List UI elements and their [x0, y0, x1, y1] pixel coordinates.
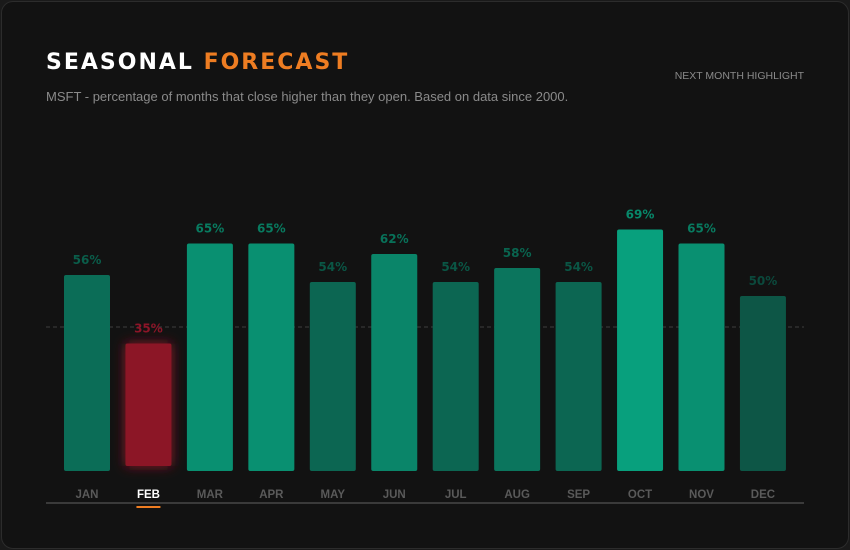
page-title: SEASONAL FORECAST [46, 50, 349, 75]
title-accent: FORECAST [203, 50, 350, 75]
bar-jun[interactable] [371, 254, 418, 471]
month-label-apr[interactable]: APR [259, 489, 284, 501]
subtitle: MSFT - percentage of months that close h… [46, 89, 569, 104]
bar-sep[interactable] [555, 282, 602, 471]
data-label: 54% [564, 260, 593, 274]
data-label: 65% [257, 222, 286, 236]
month-label-nov[interactable]: NOV [689, 489, 714, 501]
bar-nov[interactable] [678, 243, 725, 472]
data-label: 58% [503, 246, 532, 260]
data-label: 54% [318, 260, 347, 274]
data-label: 50% [749, 274, 778, 288]
bar-may[interactable] [309, 282, 356, 471]
title-main: SEASONAL [46, 50, 194, 75]
month-label-mar[interactable]: MAR [197, 489, 224, 501]
data-label: 62% [380, 232, 409, 246]
month-label-oct[interactable]: OCT [628, 489, 652, 501]
month-label-feb[interactable]: FEB [137, 489, 160, 501]
bar-oct[interactable] [617, 229, 664, 472]
month-label-jun[interactable]: JUN [383, 489, 406, 501]
month-label-dec[interactable]: DEC [751, 489, 775, 501]
data-label: 69% [626, 208, 655, 222]
bar-jul[interactable] [432, 282, 479, 471]
bar-apr[interactable] [248, 243, 295, 472]
next-month-highlight-label: NEXT MONTH HIGHLIGHT [674, 70, 804, 82]
month-label-aug[interactable]: AUG [504, 489, 530, 501]
data-label: 65% [196, 222, 225, 236]
month-label-jan[interactable]: JAN [75, 489, 98, 501]
data-label: 65% [687, 222, 716, 236]
data-label: 35% [134, 322, 163, 336]
month-label-jul[interactable]: JUL [445, 489, 467, 501]
bar-feb[interactable] [125, 343, 172, 467]
data-label: 54% [441, 260, 470, 274]
data-label: 56% [73, 253, 102, 267]
bar-aug[interactable] [494, 268, 541, 471]
month-label-may[interactable]: MAY [321, 489, 346, 501]
month-label-sep[interactable]: SEP [567, 489, 590, 501]
bar-mar[interactable] [186, 243, 233, 472]
bar-dec[interactable] [739, 296, 786, 471]
bar-jan[interactable] [64, 275, 110, 471]
highlight-underline [136, 506, 161, 508]
